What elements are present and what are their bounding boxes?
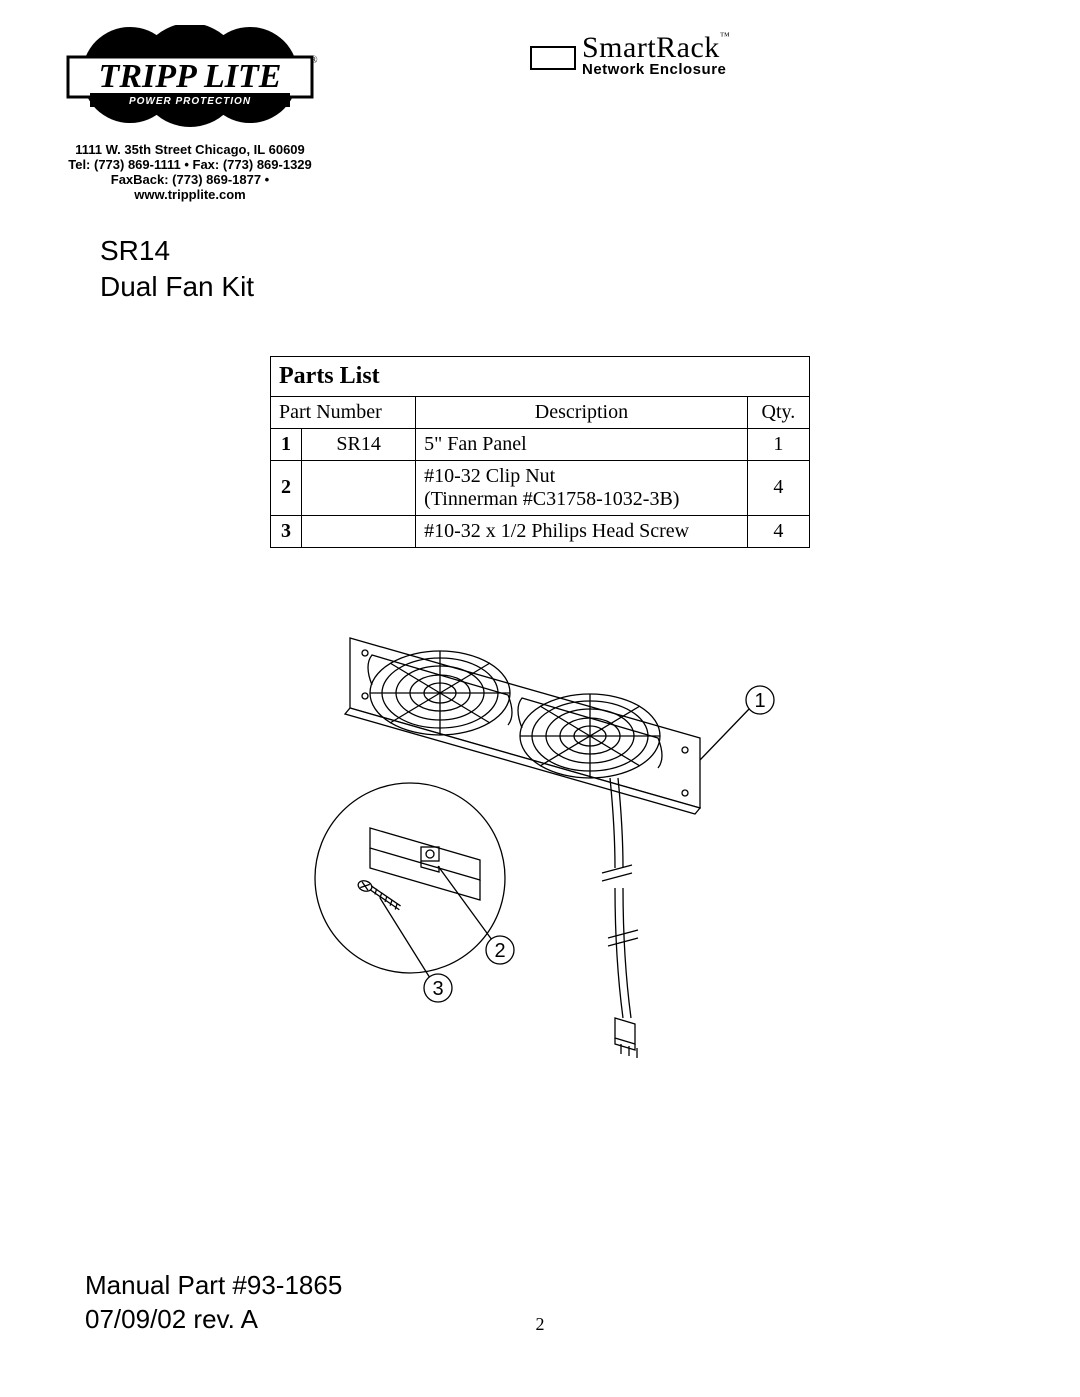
- manual-part-number: Manual Part #93-1865: [85, 1269, 342, 1303]
- col-header-part-number: Part Number: [271, 396, 416, 428]
- row-index: 2: [271, 460, 302, 515]
- company-address: 1111 W. 35th Street Chicago, IL 60609: [60, 143, 320, 158]
- row-part-number: SR14: [302, 428, 416, 460]
- assembly-diagram: 1 2 3: [280, 578, 800, 1098]
- table-row: 1 SR14 5" Fan Panel 1: [271, 428, 810, 460]
- row-description: #10-32 x 1/2 Philips Head Screw: [416, 515, 748, 547]
- table-row: 2 #10-32 Clip Nut (Tinnerman #C31758-103…: [271, 460, 810, 515]
- svg-text:®: ®: [310, 55, 318, 66]
- company-faxback-web: FaxBack: (773) 869-1877 • www.tripplite.…: [60, 173, 320, 203]
- document-page: TRIPP LITE POWER PROTECTION ® 1111 W. 35…: [0, 0, 1080, 1397]
- secondary-brand-sub: Network Enclosure: [582, 61, 730, 78]
- row-part-number: [302, 515, 416, 547]
- header-row: TRIPP LITE POWER PROTECTION ® 1111 W. 35…: [60, 25, 1020, 203]
- row-index: 3: [271, 515, 302, 547]
- callout-3: 3: [432, 978, 443, 1000]
- col-header-description: Description: [416, 396, 748, 428]
- tripplite-logo-icon: TRIPP LITE POWER PROTECTION ®: [60, 25, 320, 135]
- page-number: 2: [0, 1314, 1080, 1335]
- row-part-number: [302, 460, 416, 515]
- row-description: 5" Fan Panel: [416, 428, 748, 460]
- row-index: 1: [271, 428, 302, 460]
- trademark-symbol: ™: [720, 31, 730, 42]
- brand-box-icon: [530, 46, 576, 70]
- logo-tagline-text: POWER PROTECTION: [129, 96, 251, 107]
- table-row: 3 #10-32 x 1/2 Philips Head Screw 4: [271, 515, 810, 547]
- company-phone-fax: Tel: (773) 869-1111 • Fax: (773) 869-132…: [60, 158, 320, 173]
- company-contact-info: 1111 W. 35th Street Chicago, IL 60609 Te…: [60, 143, 320, 203]
- secondary-brand-main: SmartRack™: [582, 31, 730, 65]
- secondary-brand-block: SmartRack™ Network Enclosure: [530, 31, 730, 78]
- row-qty: 4: [747, 515, 809, 547]
- col-header-qty: Qty.: [747, 396, 809, 428]
- parts-list-table: Parts List Part Number Description Qty. …: [270, 356, 810, 548]
- diagram-svg: 1 2 3: [280, 578, 800, 1098]
- company-logo-block: TRIPP LITE POWER PROTECTION ® 1111 W. 35…: [60, 25, 320, 203]
- row-description: #10-32 Clip Nut (Tinnerman #C31758-1032-…: [416, 460, 748, 515]
- product-name: Dual Fan Kit: [100, 269, 1020, 305]
- row-qty: 4: [747, 460, 809, 515]
- product-title: SR14 Dual Fan Kit: [100, 233, 1020, 306]
- callout-2: 2: [494, 940, 505, 962]
- row-qty: 1: [747, 428, 809, 460]
- logo-brand-text: TRIPP LITE: [99, 58, 282, 95]
- product-model: SR14: [100, 233, 1020, 269]
- parts-list-title: Parts List: [271, 356, 810, 396]
- callout-1: 1: [754, 690, 765, 712]
